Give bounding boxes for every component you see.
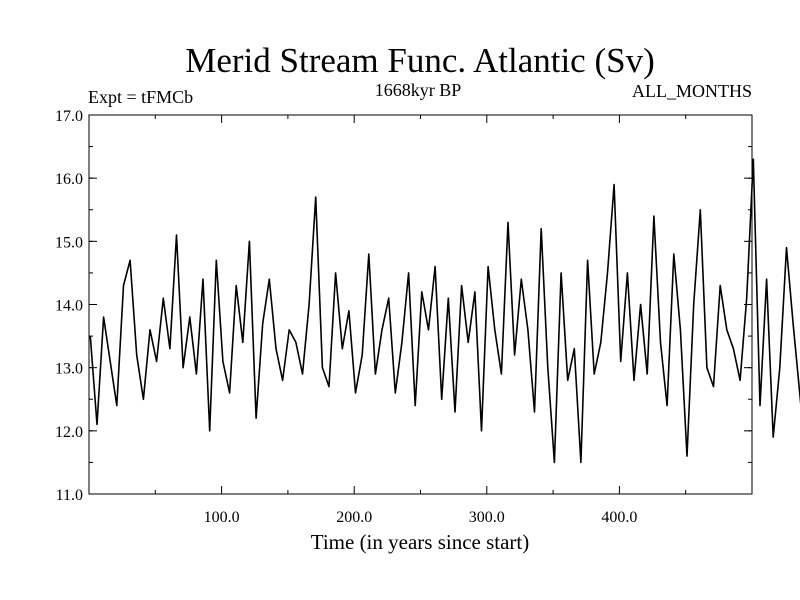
- y-tick-label: 13.0: [55, 361, 83, 378]
- y-tick-label: 14.0: [55, 298, 83, 315]
- period-label: 1668kyr BP: [375, 80, 462, 100]
- y-axis: 11.0 12.0 13.0 14.0 15.0 16.0 17.0: [55, 108, 752, 504]
- months-label: ALL_MONTHS: [632, 81, 752, 101]
- y-tick-label: 12.0: [55, 424, 83, 441]
- x-tick-label: 400.0: [601, 509, 637, 526]
- data-series-line: [89, 158, 800, 464]
- x-axis-label: Time (in years since start): [311, 530, 530, 554]
- y-tick-label: 15.0: [55, 234, 83, 251]
- y-tick-label: 16.0: [55, 171, 83, 188]
- x-axis: 100.0 200.0 300.0 400.0: [154, 115, 687, 526]
- y-tick-label: 17.0: [55, 108, 83, 125]
- x-tick-label: 300.0: [469, 509, 505, 526]
- x-tick-label: 100.0: [204, 509, 240, 526]
- y-tick-label: 11.0: [56, 487, 83, 504]
- x-tick-label: 200.0: [336, 509, 372, 526]
- chart-title: Merid Stream Func. Atlantic (Sv): [185, 41, 655, 80]
- experiment-label: Expt = tFMCb: [88, 87, 193, 107]
